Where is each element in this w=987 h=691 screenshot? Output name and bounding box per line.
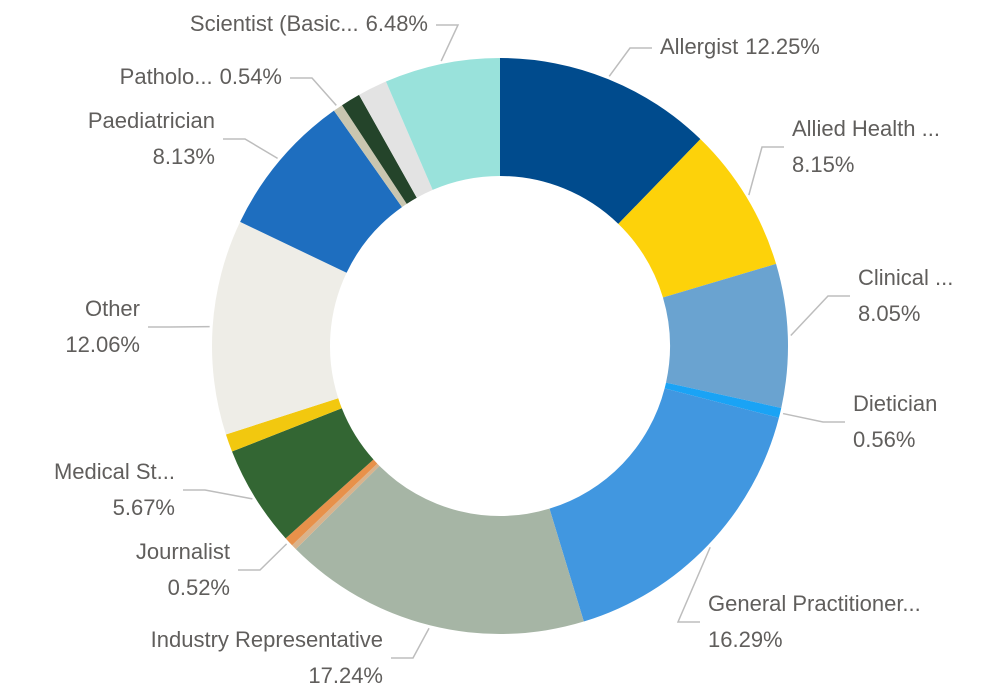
donut-slice: [212, 221, 347, 435]
leader-line: [676, 546, 711, 623]
donut-slice: [342, 94, 417, 204]
value-label: 8.13%: [153, 144, 215, 169]
donut-slice: [333, 105, 407, 208]
category-label: Scientist (Basic...: [190, 11, 359, 36]
value-label: 12.25%: [745, 34, 820, 59]
leader-line: [223, 138, 278, 159]
leader-line: [391, 627, 430, 659]
donut-slice: [618, 139, 777, 298]
category-label: Clinical ...: [858, 265, 953, 290]
category-label: Paediatrician: [88, 108, 215, 133]
donut-slice: [385, 58, 500, 190]
leader-line: [290, 77, 337, 106]
donut-slice: [500, 58, 701, 224]
category-label: Industry Representative: [151, 627, 383, 652]
value-label: 8.15%: [792, 152, 854, 177]
donut-slice: [662, 263, 788, 408]
donut-slice: [232, 408, 374, 539]
leader-line: [238, 543, 288, 571]
value-label: 0.56%: [853, 427, 915, 452]
value-label: 0.54%: [220, 64, 282, 89]
donut-slice: [292, 463, 380, 550]
donut-slice: [664, 382, 782, 418]
category-label: Allied Health ...: [792, 116, 940, 141]
leader-line: [608, 47, 652, 77]
value-label: 16.29%: [708, 627, 783, 652]
data-label: Scientist (Basic... 6.48%: [190, 11, 428, 36]
leader-line: [790, 295, 850, 337]
value-label: 0.52%: [168, 575, 230, 600]
category-label: Allergist: [660, 34, 738, 59]
category-label: Dietician: [853, 391, 937, 416]
value-label: 12.06%: [65, 332, 140, 357]
donut-slice: [359, 81, 433, 198]
leader-line: [436, 24, 460, 62]
value-label: 6.48%: [366, 11, 428, 36]
leader-line: [748, 146, 784, 196]
value-label: 5.67%: [113, 495, 175, 520]
value-label: 17.24%: [308, 663, 383, 688]
data-label: Allergist 12.25%: [660, 34, 820, 59]
category-label: General Practitioner...: [708, 591, 921, 616]
value-label: 8.05%: [858, 301, 920, 326]
category-label: Medical St...: [54, 459, 175, 484]
category-label: Journalist: [136, 539, 230, 564]
leader-line: [782, 412, 845, 423]
leader-line: [183, 489, 253, 500]
category-label: Patholo...: [120, 64, 213, 89]
category-label: Other: [85, 296, 140, 321]
donut-slice: [225, 398, 342, 452]
donut-slice: [285, 459, 378, 546]
data-label: Patholo... 0.54%: [120, 64, 282, 89]
donut-slice: [240, 110, 402, 273]
donut-slice: [295, 465, 584, 634]
donut-slice: [549, 388, 779, 622]
